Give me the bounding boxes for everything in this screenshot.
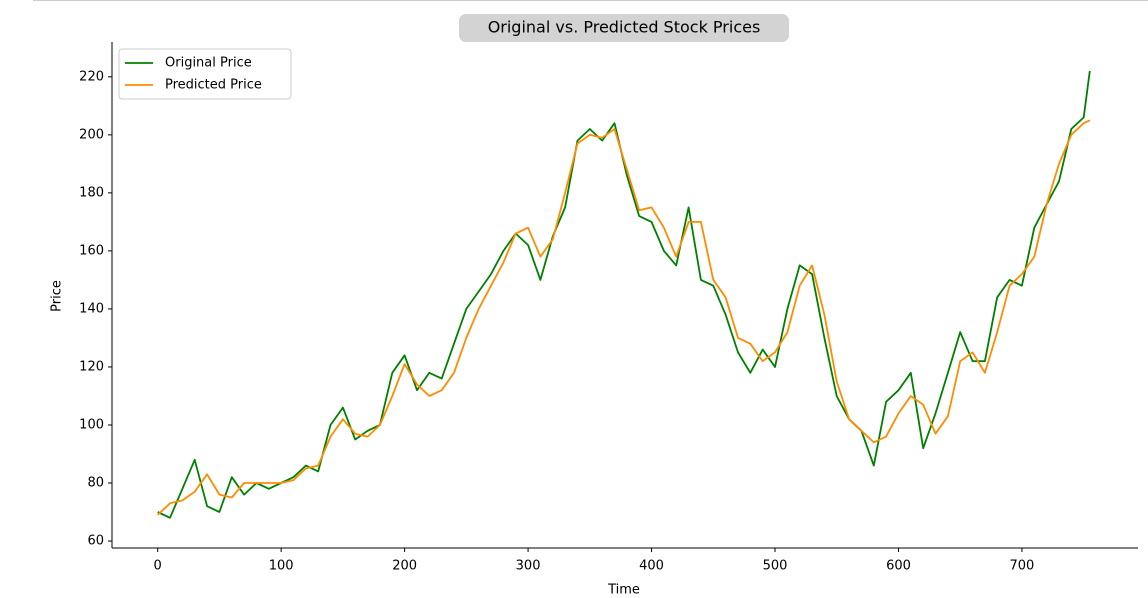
y-tick-label: 180	[79, 185, 104, 200]
chart-title: Original vs. Predicted Stock Prices	[488, 18, 761, 37]
x-tick-label: 0	[154, 559, 162, 574]
y-tick-label: 160	[79, 243, 104, 258]
x-tick-label: 200	[392, 559, 417, 574]
x-axis-label: Time	[607, 583, 640, 598]
y-tick-label: 140	[79, 301, 104, 316]
y-tick-label: 120	[79, 359, 104, 374]
legend-label: Original Price	[165, 56, 252, 71]
x-tick-label: 100	[269, 559, 294, 574]
x-tick-label: 600	[886, 559, 911, 574]
series-line	[157, 70, 1091, 519]
x-tick-label: 500	[763, 559, 788, 574]
x-tick-label: 400	[639, 559, 664, 574]
legend-box	[118, 48, 292, 100]
x-tick-label: 700	[1010, 559, 1035, 574]
x-tick-label: 300	[516, 559, 541, 574]
series-line	[157, 119, 1091, 516]
y-tick-label: 220	[79, 69, 104, 84]
title-box	[459, 14, 789, 42]
y-tick-label: 80	[87, 476, 104, 491]
y-axis-label: Price	[50, 280, 65, 312]
y-tick-label: 60	[87, 534, 104, 549]
y-tick-label: 100	[79, 417, 104, 432]
y-tick-label: 200	[79, 127, 104, 142]
legend-label: Predicted Price	[165, 78, 262, 93]
